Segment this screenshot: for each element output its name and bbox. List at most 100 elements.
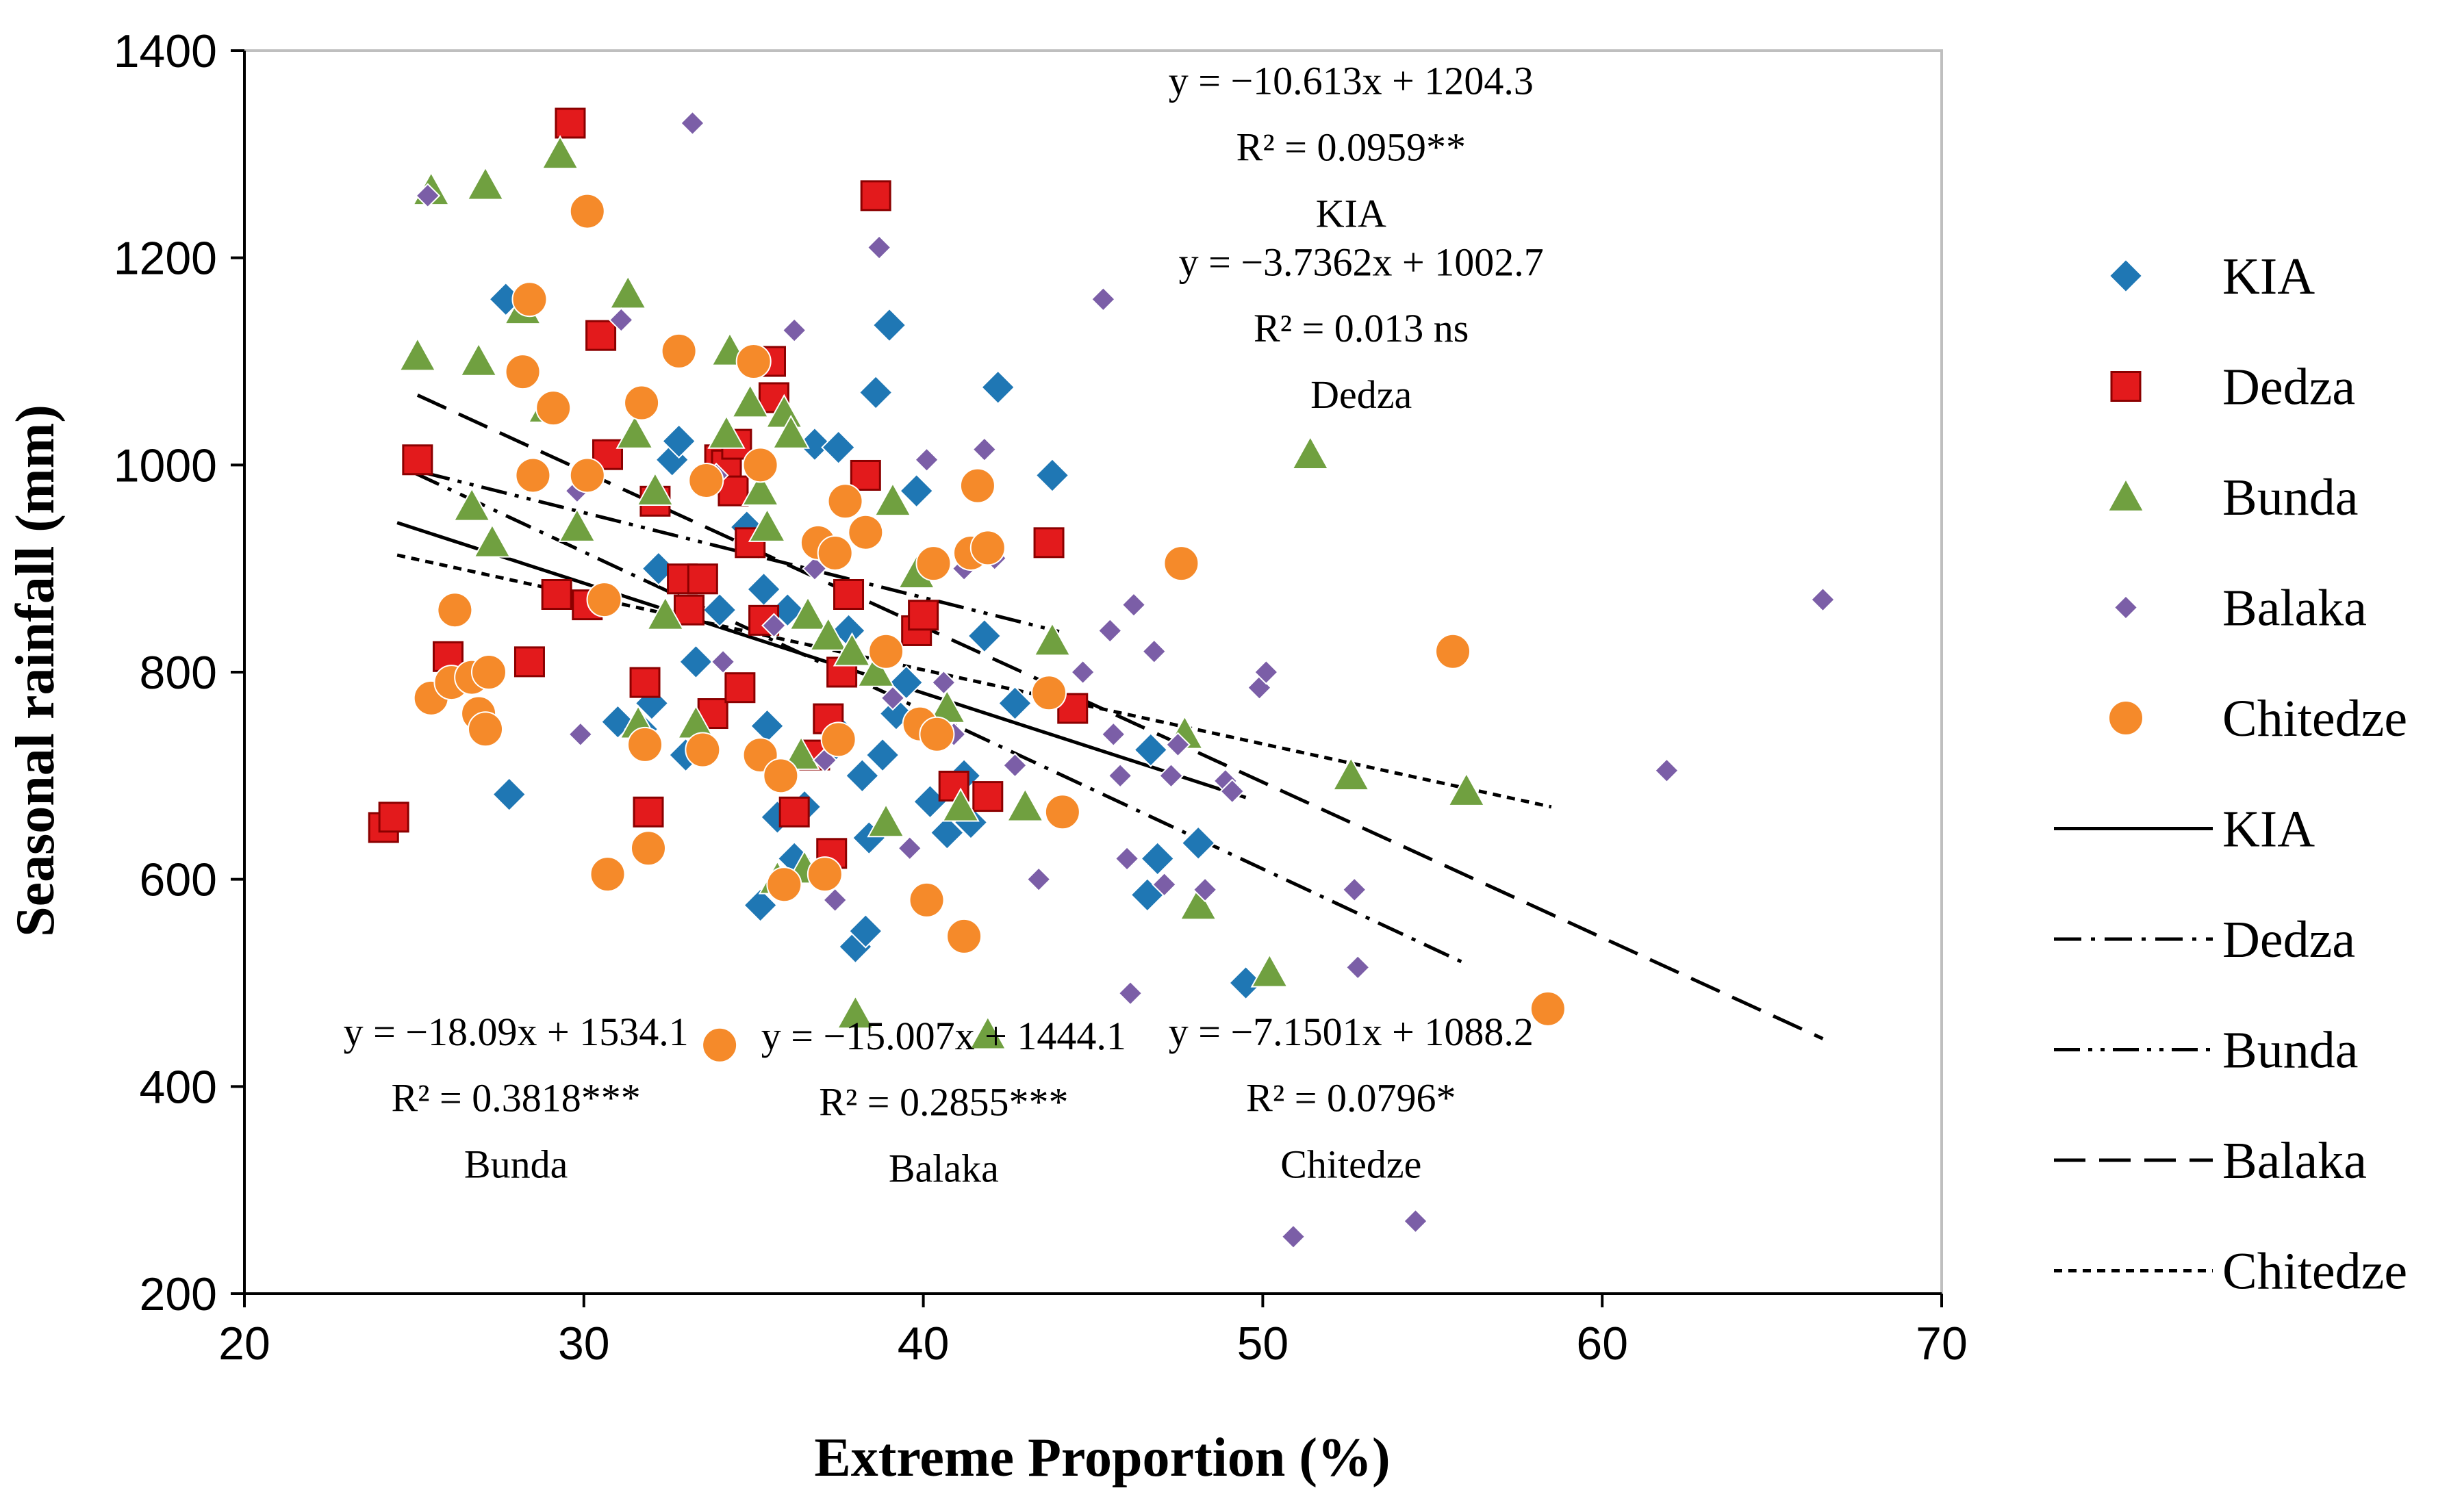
data-point-chitedze: [505, 354, 541, 390]
data-point-bunda: [1447, 771, 1486, 806]
data-point-chitedze: [868, 633, 904, 669]
data-point-balaka: [822, 887, 848, 913]
data-point-chitedze: [685, 732, 721, 768]
legend-label: Chitedze: [2222, 1243, 2407, 1300]
legend-item-marker-chitedze: Chitedze: [2108, 690, 2407, 747]
data-point-balaka: [568, 721, 594, 747]
data-point-balaka: [1810, 587, 1836, 613]
data-point-bunda: [1332, 756, 1371, 791]
data-point-chitedze: [437, 592, 473, 628]
data-point-bunda: [1291, 435, 1330, 470]
data-point-kia: [980, 370, 1016, 405]
data-point-balaka: [972, 437, 998, 463]
data-point-chitedze: [631, 830, 667, 867]
series-chitedze: [413, 193, 1566, 1063]
data-point-balaka: [1114, 845, 1140, 871]
data-point-bunda: [833, 632, 872, 667]
legend-marker: [2107, 477, 2145, 512]
annotation-balaka-line: R² = 0.2855***: [819, 1080, 1068, 1125]
data-point-chitedze: [535, 390, 572, 426]
data-point-chitedze: [919, 716, 955, 752]
legend-item-line-bunda: Bunda: [2054, 1022, 2358, 1079]
data-point-bunda: [609, 274, 647, 309]
data-point-balaka: [680, 110, 705, 136]
data-point-chitedze: [1031, 675, 1067, 711]
data-point-balaka: [1653, 758, 1679, 784]
data-point-bunda: [541, 135, 579, 170]
data-point-chitedze: [511, 281, 548, 318]
data-point-bunda: [473, 523, 511, 558]
data-point-dedza: [378, 802, 409, 833]
data-point-bunda: [1250, 953, 1289, 988]
annotation-bunda: y = −18.09x + 1534.1 R² = 0.3818*** Bunda: [344, 1010, 689, 1187]
legend-item-marker-balaka: Balaka: [2113, 580, 2367, 637]
y-tick-label: 800: [140, 647, 217, 699]
data-point-kia: [872, 307, 907, 343]
data-point-balaka: [1097, 618, 1123, 643]
y-tick-label: 1000: [114, 439, 217, 491]
data-point-balaka: [1219, 778, 1245, 804]
data-point-bunda: [398, 337, 437, 372]
data-point-kia: [821, 430, 856, 465]
legend-label: Chitedze: [2222, 690, 2407, 747]
data-point-bunda: [466, 166, 505, 201]
trendline-bunda: [424, 471, 1060, 634]
y-tick-label: 600: [140, 854, 217, 906]
data-point-bunda: [1006, 787, 1045, 822]
data-point-dedza: [972, 781, 1004, 812]
data-point-balaka: [781, 318, 807, 344]
data-point-dedza: [629, 667, 661, 698]
data-point-kia: [492, 777, 527, 812]
data-point-bunda: [459, 342, 498, 376]
data-point-chitedze: [702, 1027, 738, 1063]
data-point-dedza: [585, 320, 617, 351]
y-tick-label: 200: [140, 1268, 217, 1320]
data-point-bunda: [969, 1015, 1007, 1050]
data-point-balaka: [880, 685, 906, 711]
legend-label: Balaka: [2222, 580, 2367, 637]
data-point-dedza: [860, 180, 891, 212]
annotation-bunda-line: y = −18.09x + 1534.1: [344, 1010, 689, 1054]
data-point-dedza: [833, 579, 865, 610]
x-tick-label: 60: [1576, 1318, 1628, 1370]
data-point-bunda: [748, 508, 787, 542]
annotation-kia-line: KIA: [1316, 191, 1386, 235]
trendline-kia: [396, 521, 1247, 799]
data-point-chitedze: [515, 457, 551, 494]
data-point-balaka: [914, 447, 939, 473]
data-point-kia: [998, 685, 1032, 721]
annotation-balaka-line: y = −15.007x + 1444.1: [761, 1014, 1126, 1058]
annotation-kia-line: R² = 0.0959**: [1236, 125, 1466, 169]
legend-item-line-kia: KIA: [2054, 801, 2315, 858]
data-point-bunda: [867, 803, 905, 838]
annotation-kia-line: y = −10.613x + 1204.3: [1169, 59, 1534, 103]
series-bunda: [398, 135, 1486, 1050]
annotation-chitedze: y = −7.1501x + 1088.2 R² = 0.0796* Chitedz…: [1169, 1010, 1534, 1187]
data-point-kia: [1180, 825, 1216, 861]
data-point-balaka: [1070, 659, 1096, 685]
data-point-bunda: [453, 487, 491, 522]
data-point-dedza: [850, 459, 881, 491]
data-point-dedza: [555, 107, 586, 139]
data-point-bunda: [646, 595, 685, 630]
data-point-chitedze: [586, 582, 622, 618]
legend-label: Dedza: [2222, 359, 2355, 416]
legend-item-marker-bunda: Bunda: [2107, 469, 2358, 526]
data-point-dedza: [778, 796, 810, 828]
data-point-bunda: [636, 472, 674, 506]
data-point-dedza: [1033, 527, 1065, 559]
data-point-balaka: [1090, 286, 1116, 312]
data-point-chitedze: [627, 726, 663, 763]
data-point-kia: [865, 737, 900, 773]
data-point-kia: [899, 473, 935, 509]
axes: 20 30 40 50 60 70 200 400 600 800 1000 1200 1400: [114, 25, 1968, 1370]
data-point-chitedze: [742, 447, 778, 483]
data-point-chitedze: [569, 193, 605, 229]
legend-label: KIA: [2222, 248, 2315, 305]
data-point-balaka: [608, 307, 634, 333]
annotation-chitedze-line: R² = 0.0796*: [1246, 1076, 1456, 1120]
data-point-chitedze: [807, 856, 843, 893]
data-point-balaka: [1403, 1208, 1428, 1234]
annotation-kia: y = −10.613x + 1204.3 R² = 0.0959** KIA: [1169, 59, 1534, 236]
